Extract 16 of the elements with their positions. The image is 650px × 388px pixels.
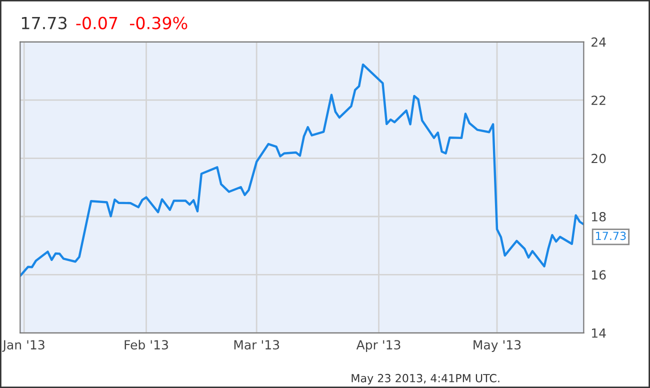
line-series <box>20 63 584 277</box>
x-tick-label: May '13 <box>474 340 521 352</box>
y-tick-label: 22 <box>592 96 606 105</box>
y-tick-label: 16 <box>592 270 606 280</box>
chart-subtitle: -0.07 -0.39% <box>76 16 188 30</box>
y-tick-label: 14 <box>592 328 606 338</box>
y-tick-label: 24 <box>592 37 606 47</box>
y-tick-label: 20 <box>592 154 606 164</box>
x-tick-label: Mar '13 <box>234 340 280 350</box>
x-tick-label: Feb '13 <box>124 340 168 350</box>
y-tick-label: 18 <box>592 212 606 222</box>
text: May 23 2013, 4:41PM UTC. <box>352 374 500 384</box>
chart-title: 17.73 <box>22 16 67 30</box>
annotation: 17.73 <box>596 232 626 240</box>
x-tick-label: Apr '13 <box>356 340 400 352</box>
x-tick-label: Jan '13 <box>2 340 44 352</box>
